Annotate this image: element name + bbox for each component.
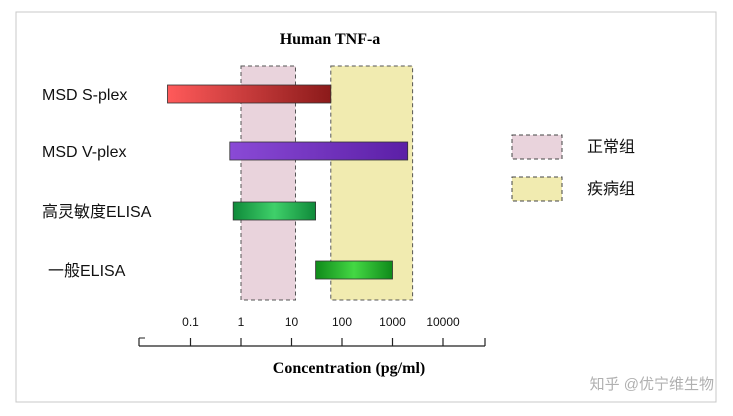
range-bar-1 bbox=[167, 84, 332, 104]
category-label-3: 高灵敏度ELISA bbox=[42, 203, 152, 221]
watermark: 知乎 @优宁维生物 bbox=[590, 376, 714, 393]
range-bar-2 bbox=[229, 141, 409, 161]
x-tick-label: 1000 bbox=[379, 315, 406, 329]
x-axis-label: Concentration (pg/ml) bbox=[273, 360, 425, 377]
range-bar-3 bbox=[232, 201, 316, 221]
category-label-1: MSD S-plex bbox=[42, 87, 127, 104]
category-label-4: 一般ELISA bbox=[48, 262, 126, 280]
category-label-2: MSD V-plex bbox=[42, 144, 126, 161]
legend-swatch-normal bbox=[511, 134, 563, 160]
x-tick-label: 100 bbox=[332, 315, 352, 329]
legend-swatch-disease bbox=[511, 176, 563, 202]
legend-label-disease: 疾病组 bbox=[587, 180, 635, 198]
legend-label-normal: 正常组 bbox=[587, 138, 635, 156]
chart-title: Human TNF-a bbox=[280, 31, 381, 48]
x-tick-label: 10000 bbox=[426, 315, 460, 329]
x-tick-label: 1 bbox=[238, 315, 245, 329]
x-tick-label: 0.1 bbox=[182, 315, 199, 329]
reference-band-normal bbox=[240, 65, 296, 301]
range-bar-4 bbox=[315, 260, 393, 280]
x-tick-label: 10 bbox=[285, 315, 299, 329]
